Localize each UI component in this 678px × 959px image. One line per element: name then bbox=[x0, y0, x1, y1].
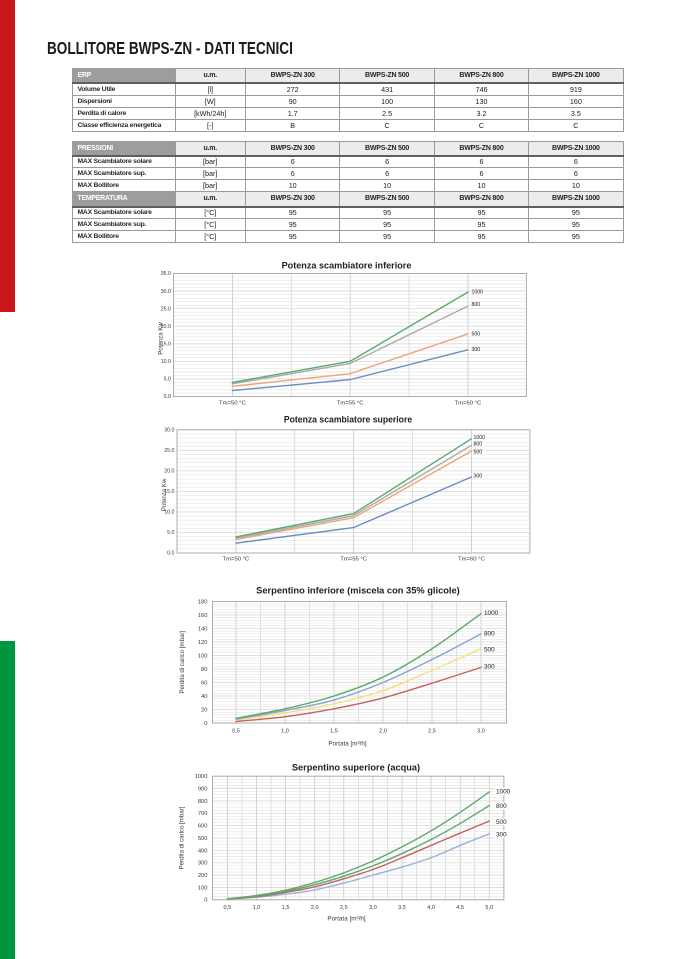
svg-text:500: 500 bbox=[198, 836, 208, 842]
svg-text:3,5: 3,5 bbox=[398, 905, 406, 911]
svg-text:25.0: 25.0 bbox=[164, 448, 174, 454]
svg-text:300: 300 bbox=[484, 664, 495, 671]
svg-text:Tm=60 °C: Tm=60 °C bbox=[455, 401, 482, 407]
svg-text:800: 800 bbox=[474, 442, 483, 448]
svg-text:120: 120 bbox=[198, 640, 208, 646]
svg-text:0: 0 bbox=[204, 721, 207, 727]
svg-text:160: 160 bbox=[198, 613, 208, 619]
svg-text:40: 40 bbox=[201, 694, 207, 700]
svg-text:Potenza Kw: Potenza Kw bbox=[161, 478, 168, 511]
svg-text:Potenza Kw: Potenza Kw bbox=[158, 322, 165, 355]
svg-text:5.0: 5.0 bbox=[167, 530, 174, 536]
svg-text:1000: 1000 bbox=[195, 774, 208, 780]
svg-text:30.0: 30.0 bbox=[161, 289, 171, 295]
svg-text:1,0: 1,0 bbox=[281, 729, 289, 735]
svg-text:800: 800 bbox=[496, 803, 507, 810]
svg-text:300: 300 bbox=[496, 832, 507, 839]
svg-text:Portata [m³/h]: Portata [m³/h] bbox=[328, 741, 366, 748]
svg-text:15.0: 15.0 bbox=[161, 341, 171, 347]
svg-text:Serpentino superiore (acqua): Serpentino superiore (acqua) bbox=[292, 762, 420, 772]
svg-text:Tm=50 °C: Tm=50 °C bbox=[223, 557, 250, 563]
svg-text:2,5: 2,5 bbox=[340, 905, 348, 911]
svg-text:5,0: 5,0 bbox=[485, 905, 493, 911]
svg-text:1000: 1000 bbox=[496, 789, 511, 796]
svg-text:4,5: 4,5 bbox=[456, 905, 464, 911]
svg-text:0,5: 0,5 bbox=[224, 905, 232, 911]
svg-text:180: 180 bbox=[198, 599, 208, 605]
svg-text:300: 300 bbox=[198, 861, 208, 867]
svg-text:0: 0 bbox=[204, 898, 207, 904]
svg-text:Tm=60 °C: Tm=60 °C bbox=[458, 557, 485, 563]
svg-text:0,5: 0,5 bbox=[232, 729, 240, 735]
svg-text:3,0: 3,0 bbox=[369, 905, 377, 911]
svg-text:800: 800 bbox=[472, 302, 481, 308]
svg-text:5.0: 5.0 bbox=[164, 377, 171, 383]
svg-text:140: 140 bbox=[198, 626, 208, 632]
svg-text:20.0: 20.0 bbox=[161, 324, 171, 330]
svg-text:300: 300 bbox=[474, 474, 483, 480]
svg-text:800: 800 bbox=[484, 631, 495, 638]
svg-text:1000: 1000 bbox=[472, 290, 484, 296]
svg-text:800: 800 bbox=[198, 799, 208, 805]
svg-text:900: 900 bbox=[198, 786, 208, 792]
svg-text:25.0: 25.0 bbox=[161, 306, 171, 312]
svg-text:300: 300 bbox=[472, 347, 481, 353]
svg-text:Potenza scambiatore superiore: Potenza scambiatore superiore bbox=[284, 415, 412, 425]
svg-text:Tm=55 °C: Tm=55 °C bbox=[340, 557, 367, 563]
svg-text:Tm=50 °C: Tm=50 °C bbox=[219, 401, 246, 407]
svg-text:500: 500 bbox=[474, 450, 483, 456]
svg-text:30.0: 30.0 bbox=[164, 428, 174, 434]
svg-text:Tm=55 °C: Tm=55 °C bbox=[337, 401, 364, 407]
svg-text:100: 100 bbox=[198, 885, 208, 891]
svg-text:400: 400 bbox=[198, 848, 208, 854]
svg-text:Perdita di carico [mbar]: Perdita di carico [mbar] bbox=[179, 806, 186, 869]
svg-text:1,5: 1,5 bbox=[282, 905, 290, 911]
svg-text:Perdita di carico [mbar]: Perdita di carico [mbar] bbox=[179, 631, 186, 694]
svg-text:200: 200 bbox=[198, 873, 208, 879]
svg-text:15.0: 15.0 bbox=[164, 489, 174, 495]
svg-text:700: 700 bbox=[198, 811, 208, 817]
svg-text:Potenza scambiatore inferiore: Potenza scambiatore inferiore bbox=[282, 260, 412, 270]
svg-text:0.0: 0.0 bbox=[167, 551, 174, 557]
svg-text:600: 600 bbox=[198, 824, 208, 830]
svg-text:500: 500 bbox=[472, 331, 481, 337]
svg-text:10.0: 10.0 bbox=[161, 359, 171, 365]
svg-text:2,5: 2,5 bbox=[428, 729, 436, 735]
svg-text:1,5: 1,5 bbox=[330, 729, 338, 735]
svg-text:0.0: 0.0 bbox=[164, 394, 171, 400]
svg-text:4,0: 4,0 bbox=[427, 905, 435, 911]
svg-text:500: 500 bbox=[496, 819, 507, 826]
svg-text:10.0: 10.0 bbox=[164, 510, 174, 516]
svg-text:3,0: 3,0 bbox=[477, 729, 485, 735]
svg-text:60: 60 bbox=[201, 680, 207, 686]
svg-text:1,0: 1,0 bbox=[253, 905, 261, 911]
svg-text:1000: 1000 bbox=[474, 435, 486, 441]
svg-text:Portata [m³/h]: Portata [m³/h] bbox=[327, 916, 365, 923]
svg-text:2,0: 2,0 bbox=[311, 905, 319, 911]
svg-text:2,0: 2,0 bbox=[379, 729, 387, 735]
svg-text:35.0: 35.0 bbox=[161, 271, 171, 277]
svg-text:20.0: 20.0 bbox=[164, 469, 174, 475]
svg-text:100: 100 bbox=[198, 653, 208, 659]
svg-text:20: 20 bbox=[201, 707, 207, 713]
svg-text:80: 80 bbox=[201, 667, 207, 673]
svg-text:1000: 1000 bbox=[484, 610, 499, 617]
svg-text:500: 500 bbox=[484, 647, 495, 654]
svg-text:Serpentino inferiore (miscela: Serpentino inferiore (miscela con 35% gl… bbox=[256, 586, 460, 596]
